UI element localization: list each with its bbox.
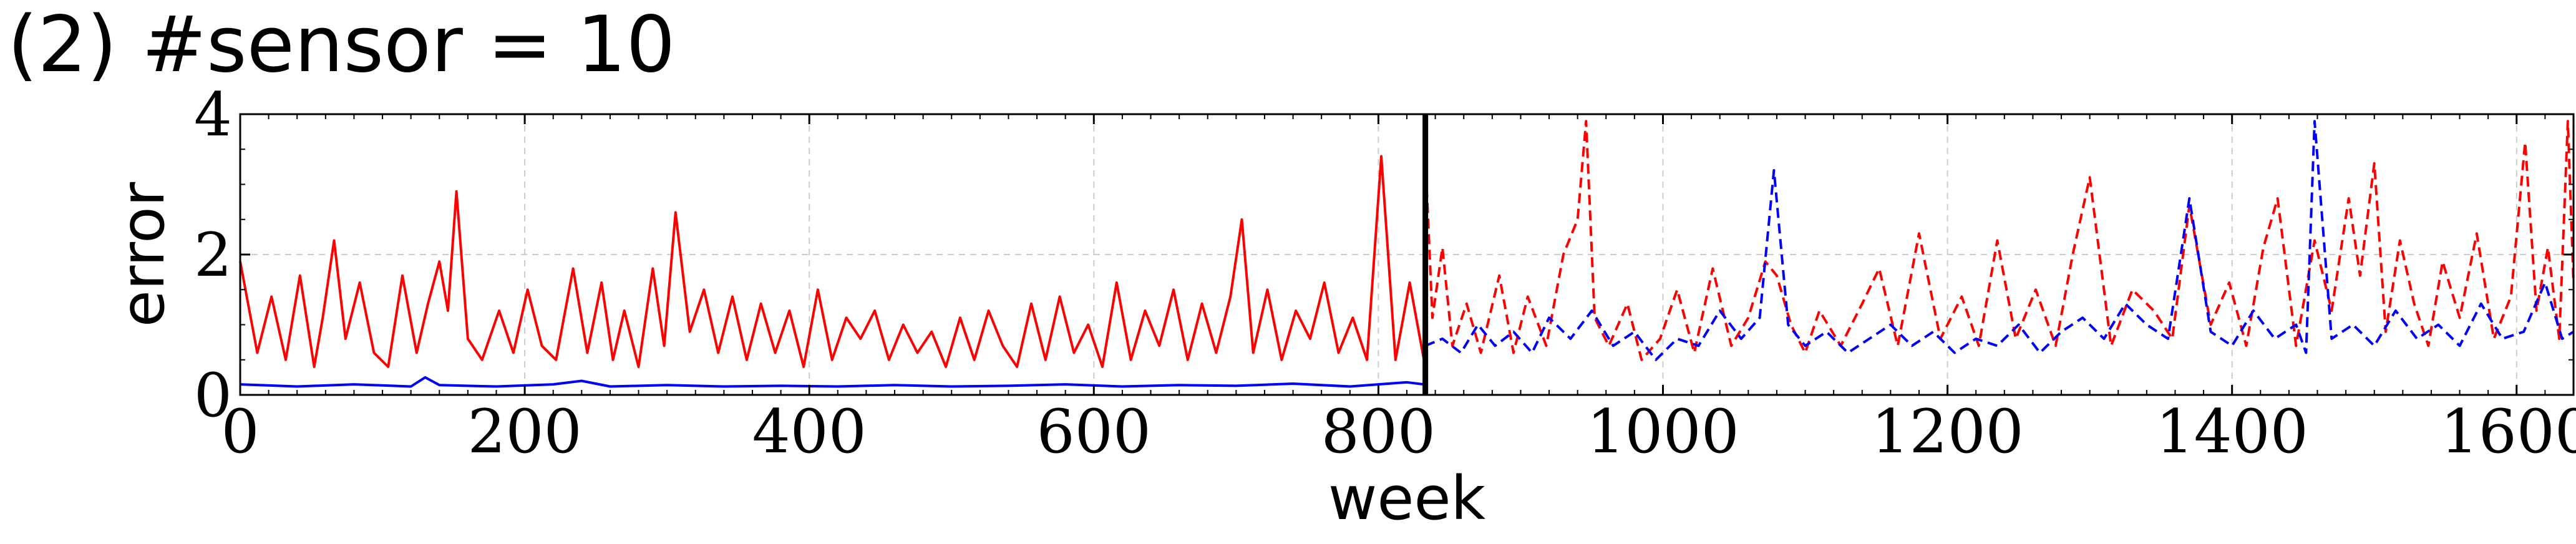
- y-tick-label-1: 2: [194, 220, 232, 290]
- series-line-1-solid: [240, 376, 1424, 388]
- y-axis-label: error: [108, 182, 178, 327]
- series-layer: [239, 120, 2575, 388]
- x-tick-label-1: 200: [467, 397, 581, 467]
- chart-title: (2) #sensor = 10: [7, 0, 676, 90]
- x-tick-label-6: 1200: [1871, 397, 2023, 467]
- x-tick-label-3: 600: [1037, 397, 1151, 467]
- x-axis-label: week: [1328, 464, 1486, 533]
- x-tick-label-2: 400: [752, 397, 867, 467]
- x-tick-label-7: 1400: [2156, 397, 2308, 467]
- x-tick-label-0: 0: [221, 397, 259, 467]
- y-tick-label-2: 4: [194, 80, 232, 150]
- x-tick-label-8: 1600: [2441, 397, 2576, 467]
- tick-layer: 0 200 400 600 800 1000 1200 1400 1600 0 2 4: [194, 80, 2576, 467]
- series-line-0-solid: [239, 155, 1426, 368]
- x-tick-label-4: 800: [1321, 397, 1436, 467]
- x-tick-label-5: 1000: [1587, 397, 1739, 467]
- series-line-2-dashed: [1424, 120, 2575, 361]
- series-line-3-dashed: [1424, 120, 2575, 361]
- y-tick-label-0: 0: [194, 361, 232, 430]
- grid-layer: [240, 114, 2574, 395]
